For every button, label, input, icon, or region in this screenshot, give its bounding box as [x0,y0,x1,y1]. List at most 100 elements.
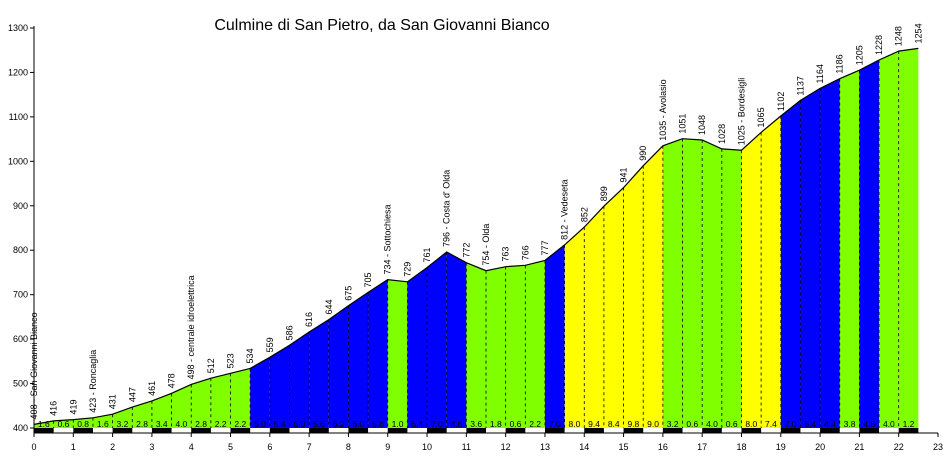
grade-label: 2.2 [234,419,246,429]
km-bar-block [898,428,919,433]
y-tick-label: 900 [13,201,28,211]
elevation-labels: 408 - San Giovanni Bianco 416 419 423 - Ron… [29,23,923,419]
grade-label: 0.6 [58,419,70,429]
profile-line [33,47,919,425]
x-tick-label: 21 [854,442,864,452]
grade-label: 5.8 [372,419,384,429]
elevation-label: 1028 [717,124,727,144]
segment-area [53,419,74,428]
segment-area [250,357,270,428]
km-bar-block [73,428,93,433]
elevation-label: 852 [579,207,589,222]
x-tick-label: 12 [501,442,511,452]
km-bar-block [191,428,211,433]
x-tick-label: 14 [579,442,589,452]
grade-label: 2.8 [136,419,148,429]
grade-label: 5.0 [254,419,266,429]
segment-area [171,384,192,428]
segment-area [879,51,899,428]
x-tick-label: 0 [31,442,36,452]
x-tick-label: 22 [894,442,904,452]
segment-area [191,378,211,428]
segment-area [112,407,133,428]
x-tick-label: 6 [267,442,272,452]
segment-area [407,267,428,428]
x-tick-label: 11 [462,442,471,452]
segment-area [92,414,113,428]
y-tick-label: 1000 [8,156,28,166]
grade-label: 3.6 [470,419,482,429]
grade-label: 3.2 [667,419,679,429]
segment-area [839,70,860,428]
segment-area [820,78,840,429]
elevation-label: 512 [206,358,216,373]
km-bar-block [584,428,604,433]
grade-label: 6.0 [352,419,364,429]
km-bar-block [820,428,840,433]
grade-label: 5.4 [274,419,286,429]
km-bar-block [309,428,329,433]
elevation-label: 766 [520,245,530,260]
segment-area [446,252,467,428]
elevation-label: 1025 - Bordesigli [736,78,746,146]
segment-area [230,368,251,428]
elevation-label: 534 [245,348,255,363]
grade-label: 2.2 [215,419,227,429]
elevation-label: 1186 [835,54,845,73]
segment-area [151,393,172,428]
grade-label: 7.0 [785,419,797,429]
segment-area [348,292,369,428]
x-tick-label: 20 [815,442,825,452]
segment-area [289,332,310,428]
elevation-label: 423 - Roncaglia [88,350,98,413]
elevation-label: 734 - Sottochiesa [383,205,393,275]
grade-label: 3.4 [156,419,168,429]
segment-area [505,265,526,428]
segment-area [269,345,290,428]
elevation-label: 729 [402,262,412,277]
grade-labels: 1.6 0.6 0.8 1.6 3.2 2.8 3.4 4.0 2.8 2.2 2.2 5.0 5.4 6… [38,419,915,429]
elevation-label: 416 [49,401,59,416]
segment-area [898,48,919,428]
grade-label: 7.0 [431,419,443,429]
x-tick-label: 10 [422,442,432,452]
grade-label: 1.6 [38,419,50,429]
y-tick-label: 800 [13,245,28,255]
elevation-label: 772 [461,243,471,258]
elevation-label: 941 [619,168,629,183]
elevation-label: 461 [147,381,157,396]
elevation-label: 1102 [776,92,786,111]
x-tick-label: 17 [697,442,707,452]
grade-label: 8.0 [745,419,757,429]
elevation-label: 644 [324,300,334,315]
elevation-label: 1248 [894,26,904,46]
grade-label: 8.4 [608,419,620,429]
grade-label: 1.8 [490,419,502,429]
y-tick-label: 400 [13,423,28,433]
km-bar-block [544,428,565,433]
x-tick-label: 16 [658,442,668,452]
segment-area [702,140,722,428]
km-bar-block [151,428,172,433]
segment-fills [34,48,919,429]
segment-area [662,138,683,428]
grade-label: 5.4 [804,419,816,429]
x-tick-label: 1 [71,442,76,452]
y-tick-label: 600 [13,334,28,344]
segment-area [780,100,801,428]
elevation-label: 705 [363,272,373,287]
grade-label: 4.0 [175,419,187,429]
x-tick-label: 13 [540,442,550,452]
grade-label: 5.6 [313,419,325,429]
segment-area [34,420,54,428]
grade-label: 2.2 [529,419,541,429]
elevation-label: 754 - Olda [481,224,491,266]
grade-label: 6.0 [293,419,305,429]
x-tick-label: 9 [385,442,390,452]
y-tick-label: 1200 [8,67,28,77]
grade-label: 4.0 [883,419,895,429]
segment-area [387,279,408,428]
km-bar-block [662,428,683,433]
elevation-label: 1051 [678,114,688,134]
